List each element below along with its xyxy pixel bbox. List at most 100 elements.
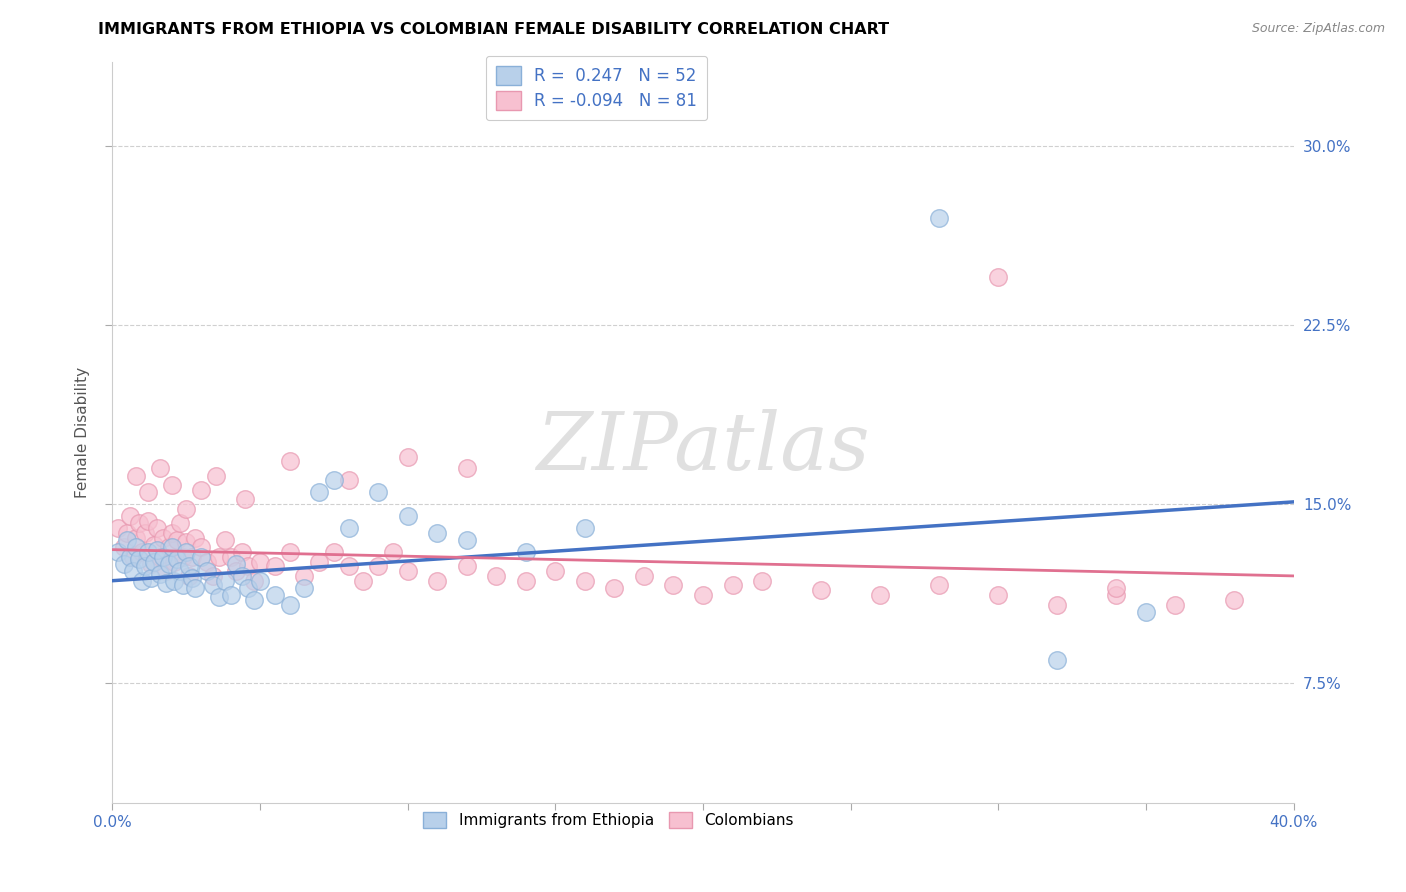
Point: [152, 531, 174, 545]
Point: [323, 545, 346, 559]
Point: [214, 533, 236, 547]
Point: [155, 564, 177, 578]
Point: [292, 569, 315, 583]
Point: [166, 533, 188, 547]
Point: [1135, 605, 1157, 619]
Point: [249, 574, 271, 588]
Point: [139, 571, 162, 585]
Point: [139, 557, 162, 571]
Point: [485, 569, 508, 583]
Point: [112, 541, 135, 555]
Point: [225, 564, 247, 578]
Point: [544, 564, 567, 578]
Point: [515, 574, 537, 588]
Point: [184, 581, 207, 595]
Point: [149, 566, 172, 581]
Point: [1046, 652, 1069, 666]
Point: [219, 549, 242, 564]
Point: [219, 588, 242, 602]
Point: [122, 564, 145, 578]
Point: [396, 450, 419, 464]
Point: [163, 574, 186, 588]
Point: [157, 541, 180, 555]
Point: [107, 521, 129, 535]
Point: [238, 581, 260, 595]
Point: [869, 588, 891, 602]
Point: [157, 557, 180, 571]
Point: [278, 598, 301, 612]
Point: [323, 474, 346, 488]
Y-axis label: Female Disability: Female Disability: [75, 367, 90, 499]
Point: [142, 538, 165, 552]
Point: [136, 545, 159, 559]
Point: [146, 521, 169, 535]
Point: [122, 549, 145, 564]
Point: [174, 535, 197, 549]
Point: [125, 468, 148, 483]
Point: [456, 461, 478, 475]
Point: [249, 555, 271, 569]
Point: [1046, 598, 1069, 612]
Point: [169, 516, 191, 531]
Point: [233, 492, 256, 507]
Point: [128, 516, 150, 531]
Point: [169, 564, 191, 578]
Point: [396, 509, 419, 524]
Point: [131, 574, 153, 588]
Point: [195, 564, 218, 578]
Point: [225, 557, 247, 571]
Point: [308, 485, 330, 500]
Point: [201, 569, 224, 583]
Point: [456, 559, 478, 574]
Point: [231, 569, 253, 583]
Point: [987, 588, 1010, 602]
Point: [987, 270, 1010, 285]
Point: [131, 545, 153, 559]
Point: [142, 555, 165, 569]
Point: [1164, 598, 1187, 612]
Point: [810, 583, 832, 598]
Point: [1105, 588, 1128, 602]
Point: [160, 525, 183, 540]
Point: [128, 552, 150, 566]
Point: [337, 559, 360, 574]
Point: [181, 549, 204, 564]
Point: [136, 514, 159, 528]
Point: [125, 541, 148, 555]
Point: [603, 581, 626, 595]
Point: [134, 525, 156, 540]
Point: [208, 549, 231, 564]
Point: [136, 485, 159, 500]
Point: [308, 555, 330, 569]
Point: [231, 545, 253, 559]
Point: [190, 549, 212, 564]
Point: [195, 555, 218, 569]
Point: [166, 552, 188, 566]
Point: [1223, 592, 1246, 607]
Point: [112, 557, 135, 571]
Point: [292, 581, 315, 595]
Point: [367, 485, 389, 500]
Point: [515, 545, 537, 559]
Point: [1105, 581, 1128, 595]
Point: [208, 591, 231, 605]
Point: [163, 555, 186, 569]
Point: [278, 454, 301, 468]
Point: [243, 592, 266, 607]
Point: [155, 576, 177, 591]
Point: [352, 574, 374, 588]
Point: [179, 559, 201, 574]
Point: [146, 542, 169, 557]
Point: [337, 474, 360, 488]
Point: [190, 541, 212, 555]
Point: [179, 569, 201, 583]
Point: [264, 559, 287, 574]
Point: [337, 521, 360, 535]
Point: [149, 549, 172, 564]
Point: [243, 574, 266, 588]
Point: [149, 461, 172, 475]
Point: [264, 588, 287, 602]
Point: [278, 545, 301, 559]
Point: [160, 541, 183, 555]
Point: [692, 588, 714, 602]
